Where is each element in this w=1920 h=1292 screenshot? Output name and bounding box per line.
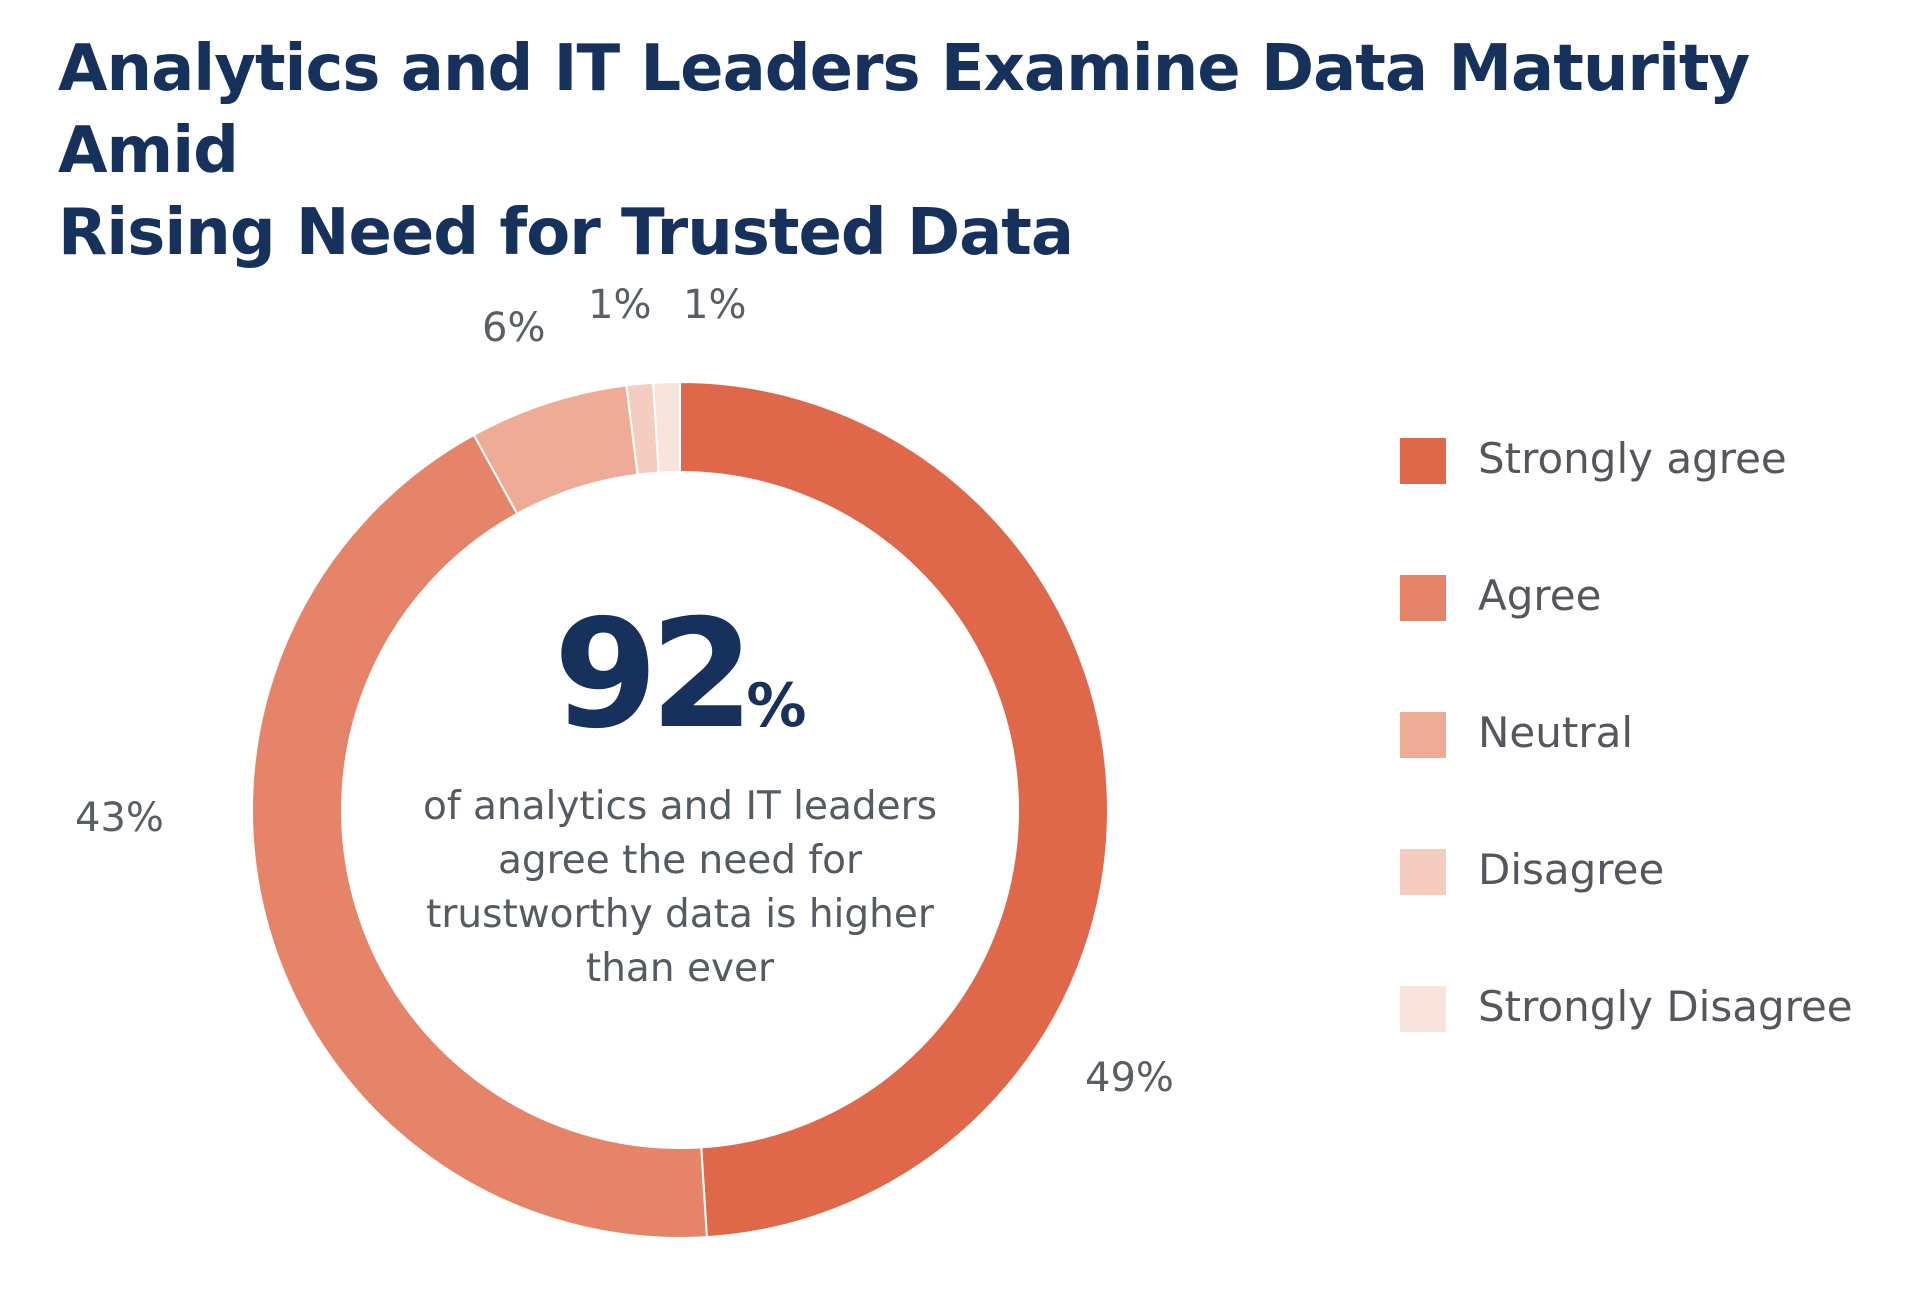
legend-swatch-agree: [1400, 575, 1446, 621]
chart-title: Analytics and IT Leaders Examine Data Ma…: [58, 28, 1858, 274]
legend-label-neutral: Neutral: [1478, 708, 1634, 757]
slice-label-strongly-disagree: 1%: [683, 282, 747, 328]
center-headline: 92%: [470, 600, 890, 750]
center-big-unit: %: [746, 671, 807, 741]
slice-label-strongly-agree: 49%: [1085, 1055, 1174, 1101]
legend-swatch-neutral: [1400, 712, 1446, 758]
donut-slice-strongly-disagree: [652, 380, 681, 474]
legend-swatch-strongly-agree: [1400, 438, 1446, 484]
legend-label-strongly-agree: Strongly agree: [1478, 434, 1787, 483]
legend-swatch-strongly-disagree: [1400, 986, 1446, 1032]
donut-slice-agree: [250, 433, 708, 1239]
chart-title-line-2: Rising Need for Trusted Data: [58, 196, 1074, 270]
center-subtitle: of analytics and IT leaders agree the ne…: [422, 784, 938, 991]
legend-label-agree: Agree: [1478, 571, 1602, 620]
donut-slice-strongly-agree: [679, 380, 1110, 1239]
center-big-number: 92: [553, 588, 755, 762]
slice-label-disagree: 1%: [588, 282, 652, 328]
legend-label-strongly-disagree: Strongly Disagree: [1478, 982, 1853, 1031]
slice-label-neutral: 6%: [482, 305, 546, 351]
legend-label-disagree: Disagree: [1478, 845, 1665, 894]
chart-title-line-1: Analytics and IT Leaders Examine Data Ma…: [58, 32, 1750, 188]
legend-swatch-disagree: [1400, 849, 1446, 895]
slice-label-agree: 43%: [75, 795, 164, 841]
